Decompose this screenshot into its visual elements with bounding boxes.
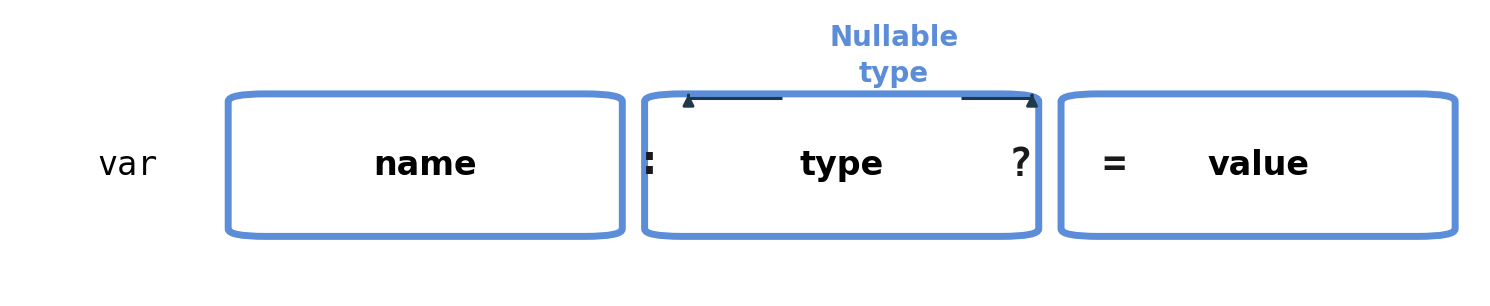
Text: value: value (1207, 149, 1310, 182)
Text: var: var (98, 149, 158, 182)
Text: name: name (374, 149, 477, 182)
FancyBboxPatch shape (645, 94, 1039, 237)
Text: :: : (638, 141, 663, 183)
FancyBboxPatch shape (1061, 94, 1456, 237)
Text: Nullable
type: Nullable type (828, 24, 958, 88)
Text: type: type (800, 149, 884, 182)
Text: ?: ? (1009, 146, 1031, 184)
Text: =: = (1103, 146, 1125, 184)
FancyBboxPatch shape (228, 94, 623, 237)
